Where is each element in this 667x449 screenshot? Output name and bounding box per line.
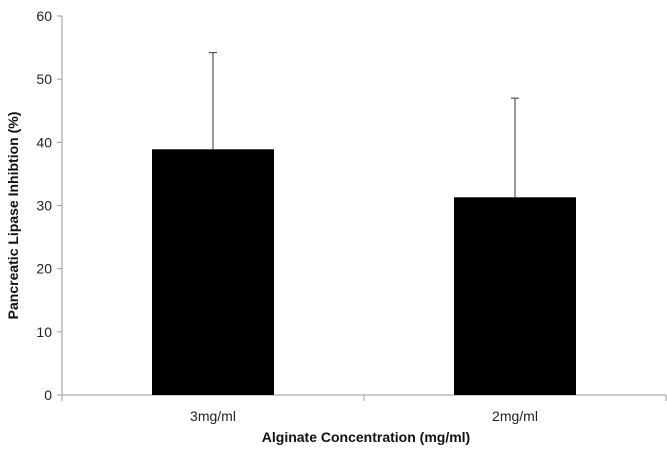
- x-axis-title: Alginate Concentration (mg/ml): [262, 429, 470, 445]
- x-ticks: 3mg/ml 2mg/ml: [62, 395, 666, 424]
- y-tick-label: 0: [44, 387, 52, 403]
- y-ticks: 0 10 20 30 40 50 60: [36, 8, 62, 403]
- y-tick-label: 40: [36, 134, 52, 150]
- y-axis-title: Pancreatic Lipase Inhibtion (%): [5, 112, 21, 320]
- x-category-label: 2mg/ml: [492, 408, 538, 424]
- y-tick-label: 60: [36, 8, 52, 24]
- y-tick-label: 20: [36, 261, 52, 277]
- bar-3mg-ml: [152, 149, 274, 395]
- bar-2mg-ml: [454, 197, 576, 395]
- y-tick-label: 10: [36, 324, 52, 340]
- bars: [152, 149, 576, 395]
- x-category-label: 3mg/ml: [190, 408, 236, 424]
- y-tick-label: 30: [36, 198, 52, 214]
- y-tick-label: 50: [36, 71, 52, 87]
